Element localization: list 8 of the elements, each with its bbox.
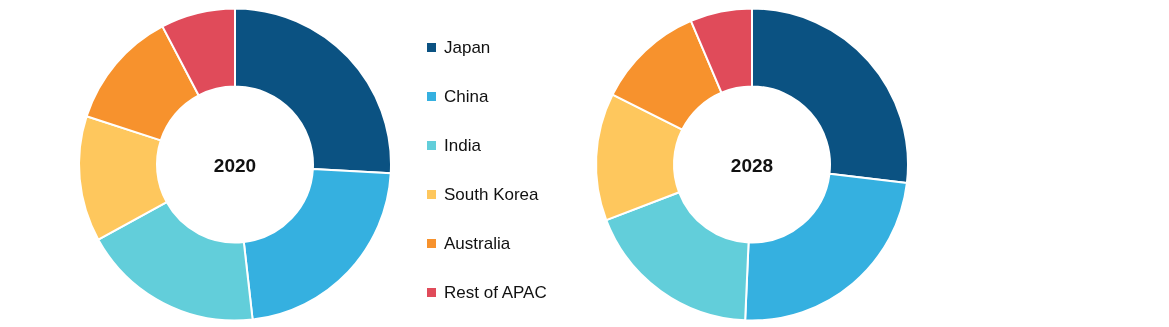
- legend-label: Australia: [444, 233, 511, 254]
- legend-label: India: [444, 135, 481, 156]
- text: 2020: [213, 154, 257, 176]
- legend-label: Rest of APAC: [444, 282, 547, 303]
- legend-label: China: [444, 86, 489, 107]
- legend-label: South Korea: [444, 184, 539, 205]
- text: 2028: [730, 154, 774, 176]
- legend-label: Japan: [444, 37, 491, 58]
